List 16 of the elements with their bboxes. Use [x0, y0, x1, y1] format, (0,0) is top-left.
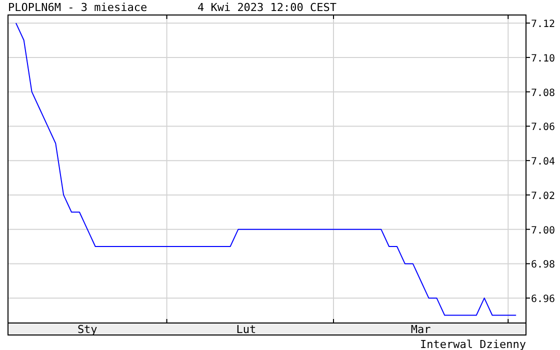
y-tick-label: 7.12: [531, 19, 556, 30]
y-tick-label: 7.02: [531, 190, 556, 202]
chart-subtitle: 4 Kwi 2023 12:00 CEST: [197, 1, 337, 14]
text: Interwal Dzienny: [420, 338, 526, 350]
y-tick-label: 6.96: [531, 294, 556, 306]
y-tick-label: 7.00: [531, 225, 556, 236]
x-tick-label: Lut: [236, 323, 256, 336]
x-tick-label: Mar: [410, 323, 432, 336]
y-tick-label: 7.08: [531, 88, 556, 99]
line-series: [15, 22, 517, 316]
y-tick-label: 7.06: [531, 122, 556, 134]
y-tick-label: 7.04: [531, 156, 556, 168]
x-tick-label: Sty: [77, 323, 98, 336]
chart-title: PLOPLN6M - 3 miesiace: [8, 1, 148, 14]
y-tick-label: 7.10: [531, 53, 556, 64]
y-tick-label: 6.98: [531, 260, 556, 271]
